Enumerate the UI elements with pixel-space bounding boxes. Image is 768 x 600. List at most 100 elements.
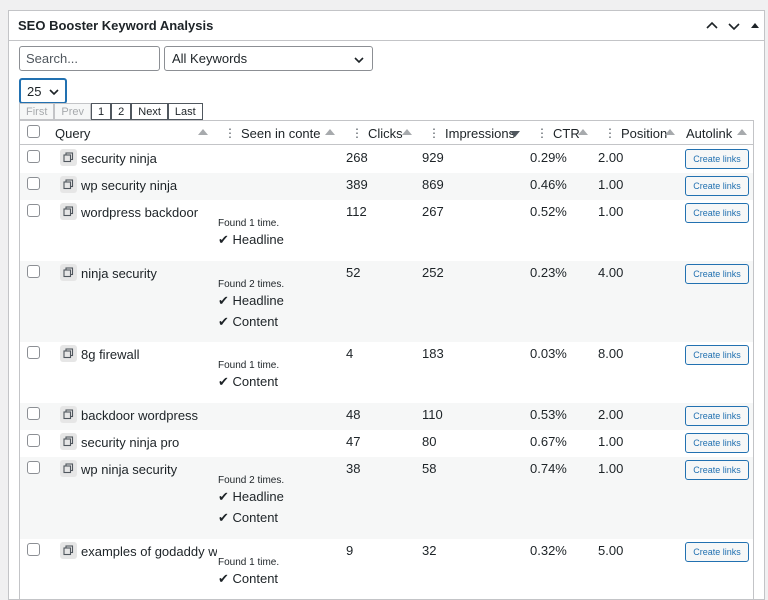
impressions-value: 110 xyxy=(422,407,443,422)
search-input[interactable] xyxy=(19,46,160,71)
row-checkbox[interactable] xyxy=(27,265,40,278)
panel-title: SEO Booster Keyword Analysis xyxy=(18,18,214,33)
row-checkbox[interactable] xyxy=(27,407,40,420)
impressions-value: 58 xyxy=(422,461,437,476)
first-page-button[interactable]: First xyxy=(19,103,55,120)
column-resize-icon[interactable]: ⋮ xyxy=(428,126,440,140)
copy-icon[interactable] xyxy=(60,406,77,423)
copy-icon[interactable] xyxy=(60,433,77,450)
column-header-ctr[interactable]: ⋮ CTR xyxy=(536,121,586,145)
impressions-value: 267 xyxy=(422,204,444,219)
copy-icon[interactable] xyxy=(60,542,77,559)
query-text: security ninja pro xyxy=(81,435,180,450)
query-text: wordpress backdoor xyxy=(81,205,199,220)
copy-icon[interactable] xyxy=(60,264,77,281)
create-links-button[interactable]: Create links xyxy=(685,149,749,169)
position-value: 2.00 xyxy=(598,150,624,165)
copy-icon[interactable] xyxy=(60,176,77,193)
create-links-button[interactable]: Create links xyxy=(685,176,749,196)
ctr-value: 0.53% xyxy=(530,407,567,422)
found-count-text: Found 1 time. xyxy=(218,360,280,371)
page-2-button[interactable]: 2 xyxy=(111,103,132,120)
create-links-button[interactable]: Create links xyxy=(685,542,749,562)
sort-asc-icon[interactable] xyxy=(578,129,588,135)
row-checkbox[interactable] xyxy=(27,461,40,474)
prev-page-button[interactable]: Prev xyxy=(54,103,92,120)
create-links-button[interactable]: Create links xyxy=(685,345,749,365)
panel-header: SEO Booster Keyword Analysis xyxy=(9,11,764,41)
headline-tag: ✔ Headline xyxy=(218,489,284,504)
copy-icon[interactable] xyxy=(60,203,77,220)
impressions-value: 80 xyxy=(422,434,437,449)
row-checkbox[interactable] xyxy=(27,204,40,217)
select-all-checkbox[interactable] xyxy=(27,125,40,138)
ctr-value: 0.67% xyxy=(530,434,567,449)
column-label: Position xyxy=(621,125,668,141)
column-resize-icon[interactable]: ⋮ xyxy=(351,126,363,140)
keyword-analysis-panel: SEO Booster Keyword Analysis All Keyword… xyxy=(8,10,765,600)
table-row: wp ninja security Found 2 times. ✔ Headlin… xyxy=(20,457,753,539)
position-value: 4.00 xyxy=(598,265,624,280)
chevron-down-icon[interactable] xyxy=(725,17,743,35)
sort-asc-icon[interactable] xyxy=(325,129,335,135)
create-links-button[interactable]: Create links xyxy=(685,406,749,426)
sort-asc-icon[interactable] xyxy=(402,129,412,135)
row-checkbox[interactable] xyxy=(27,543,40,556)
last-page-button[interactable]: Last xyxy=(167,103,203,120)
column-header-autolink[interactable]: Autolink xyxy=(686,121,736,145)
triangle-up-icon[interactable] xyxy=(746,17,764,35)
table-row: ninja security Found 2 times. ✔ Headline ✔ … xyxy=(20,261,753,342)
keyword-filter-select[interactable]: All Keywords xyxy=(164,46,373,71)
column-resize-icon[interactable]: ⋮ xyxy=(224,126,236,140)
row-checkbox[interactable] xyxy=(27,150,40,163)
create-links-button[interactable]: Create links xyxy=(685,264,749,284)
copy-icon[interactable] xyxy=(60,345,77,362)
query-text: 8g firewall xyxy=(81,347,140,362)
create-links-button[interactable]: Create links xyxy=(685,203,749,223)
sort-asc-icon[interactable] xyxy=(665,129,675,135)
query-text: wp ninja security xyxy=(81,462,178,477)
keyword-filter-value: All Keywords xyxy=(172,51,248,66)
sort-asc-icon[interactable] xyxy=(737,129,747,135)
column-label: Impressions xyxy=(445,125,516,141)
row-checkbox[interactable] xyxy=(27,434,40,447)
ctr-value: 0.03% xyxy=(530,346,567,361)
column-header-impressions[interactable]: ⋮ Impressions xyxy=(428,121,518,145)
sort-asc-icon[interactable] xyxy=(198,129,208,135)
clicks-value: 52 xyxy=(346,265,361,280)
page-1-button[interactable]: 1 xyxy=(91,103,112,120)
chevron-down-icon xyxy=(49,89,59,96)
row-checkbox[interactable] xyxy=(27,177,40,190)
query-text: wp security ninja xyxy=(81,178,178,193)
clicks-value: 9 xyxy=(346,543,354,558)
column-resize-icon[interactable]: ⋮ xyxy=(536,126,548,140)
position-value: 8.00 xyxy=(598,346,624,361)
sort-desc-icon[interactable] xyxy=(510,131,520,137)
column-header-query[interactable]: Query xyxy=(55,121,215,145)
per-page-select[interactable]: 25 xyxy=(19,78,67,104)
row-checkbox[interactable] xyxy=(27,346,40,359)
copy-icon[interactable] xyxy=(60,149,77,166)
column-resize-icon[interactable]: ⋮ xyxy=(604,126,616,140)
found-count-text: Found 1 time. xyxy=(218,557,280,568)
chevron-up-icon[interactable] xyxy=(703,17,721,35)
next-page-button[interactable]: Next xyxy=(131,103,168,120)
impressions-value: 869 xyxy=(422,177,444,192)
found-count-text: Found 2 times. xyxy=(218,279,285,290)
column-header-seen[interactable]: ⋮ Seen in conte... xyxy=(224,121,320,145)
column-header-clicks[interactable]: ⋮ Clicks xyxy=(351,121,411,145)
table-row: security ninja 268 929 0.29% 2.00 Create link… xyxy=(20,146,753,173)
column-label: Clicks xyxy=(368,125,403,141)
column-label: Autolink xyxy=(686,125,733,141)
column-header-position[interactable]: ⋮ Position xyxy=(604,121,674,145)
table-row: security ninja pro 47 80 0.67% 1.00 Create li… xyxy=(20,430,753,457)
create-links-button[interactable]: Create links xyxy=(685,460,749,480)
table-row: wordpress backdoor Found 1 time. ✔ Headlin… xyxy=(20,200,753,261)
headline-tag: ✔ Headline xyxy=(218,232,284,247)
copy-icon[interactable] xyxy=(60,460,77,477)
ctr-value: 0.74% xyxy=(530,461,567,476)
ctr-value: 0.46% xyxy=(530,177,567,192)
create-links-button[interactable]: Create links xyxy=(685,433,749,453)
position-value: 1.00 xyxy=(598,434,624,449)
chevron-down-icon xyxy=(354,57,364,64)
